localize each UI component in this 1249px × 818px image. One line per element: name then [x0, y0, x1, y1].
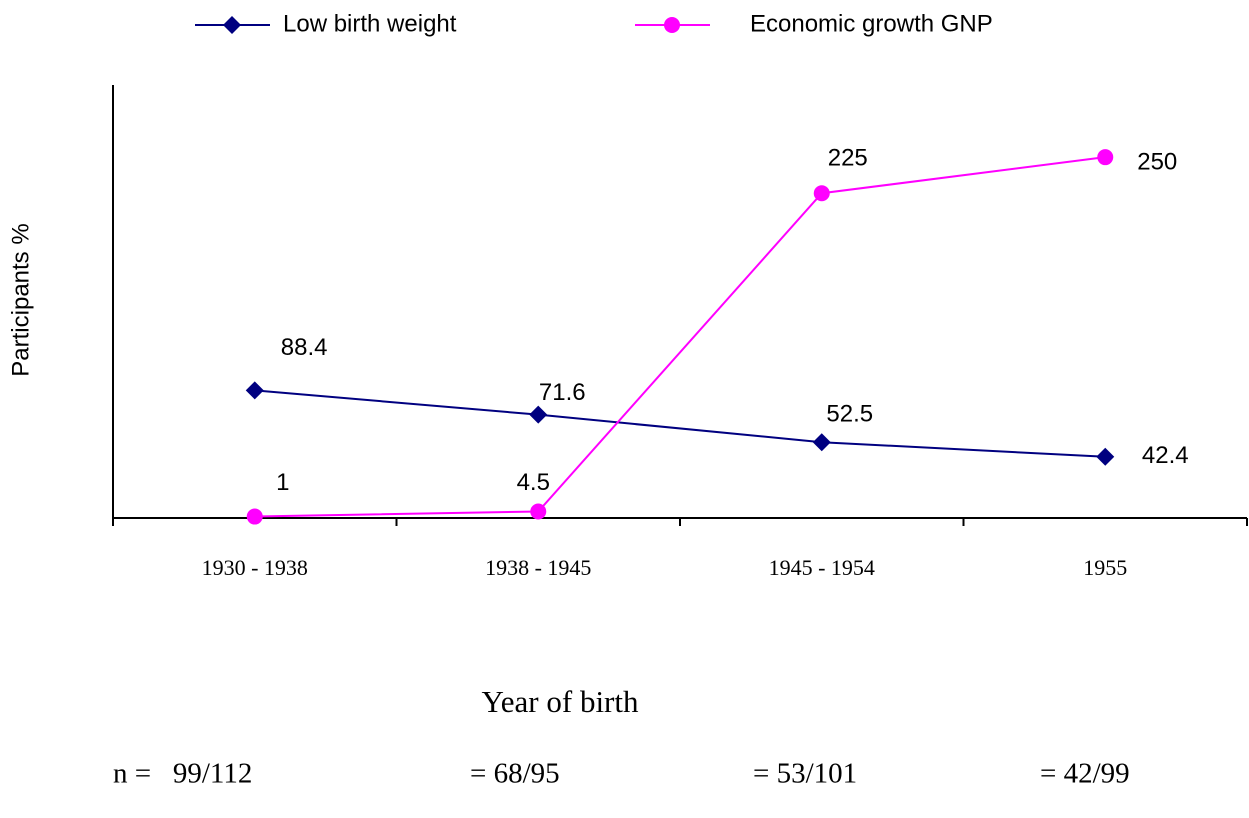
x-tick-label: 1930 - 1938 — [202, 555, 308, 580]
marker — [813, 185, 830, 202]
marker — [530, 503, 547, 520]
legend-label: Low birth weight — [283, 10, 457, 37]
data-label: 225 — [828, 145, 868, 172]
data-label: 71.6 — [539, 379, 586, 406]
marker — [1097, 149, 1114, 166]
marker — [664, 17, 680, 33]
series-line — [254, 156, 1106, 518]
data-label: 42.4 — [1142, 442, 1189, 469]
legend-label: Economic growth GNP — [750, 10, 993, 37]
x-axis-label: Year of birth — [482, 684, 639, 719]
x-tick-label: 1955 — [1083, 555, 1127, 580]
data-label: 1 — [276, 469, 289, 496]
marker — [812, 433, 831, 452]
marker — [1096, 447, 1115, 466]
x-tick-label: 1945 - 1954 — [769, 555, 875, 580]
x-tick-label: 1938 - 1945 — [485, 555, 591, 580]
annotation: n = 99/112 — [113, 758, 252, 790]
annotation: = 68/95 — [470, 758, 560, 790]
data-label: 88.4 — [281, 334, 328, 361]
annotation: = 53/101 — [753, 758, 857, 790]
data-label: 52.5 — [826, 401, 873, 428]
series-line — [254, 389, 1106, 458]
y-axis-label: Participants % — [7, 223, 34, 376]
marker — [529, 405, 548, 424]
annotation: = 42/99 — [1040, 758, 1130, 790]
marker — [223, 16, 241, 34]
marker — [246, 508, 263, 525]
data-label: 4.5 — [517, 469, 550, 496]
marker — [245, 381, 264, 400]
data-label: 250 — [1137, 149, 1177, 176]
